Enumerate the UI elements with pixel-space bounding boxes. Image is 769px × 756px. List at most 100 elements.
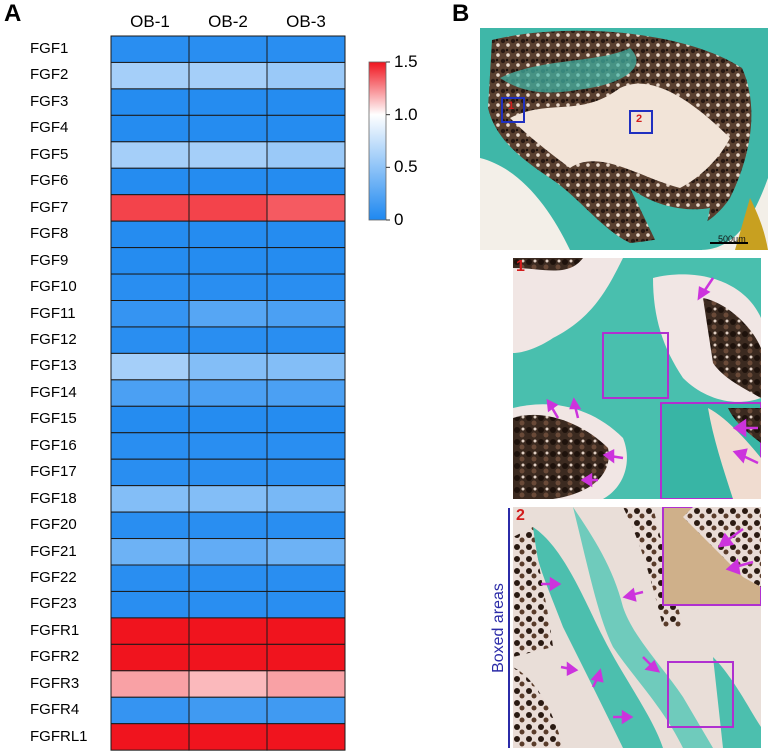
row-label-FGF18: FGF18 (30, 489, 77, 507)
heatmap-cell-FGF2-OB-1 (110, 61, 190, 90)
heatmap-cell-FGF11-OB-3 (266, 300, 346, 328)
heatmap-cell-FGFR4-OB-3 (266, 696, 346, 725)
row-label-FGF15: FGF15 (30, 410, 77, 428)
overview-box-number-2: 2 (636, 113, 643, 125)
heatmap-cell-FGF5-OB-2 (188, 141, 268, 169)
heatmap-cell-FGF22-OB-3 (266, 564, 346, 592)
heatmap-cell-FGF1-OB-2 (188, 35, 268, 63)
heatmap-cell-FGF15-OB-3 (266, 405, 346, 434)
column-label-OB-2: OB-2 (208, 12, 248, 31)
colorbar-tick-label: 1.5 (394, 52, 418, 71)
row-label-FGF12: FGF12 (30, 330, 77, 348)
heatmap-cell-FGF6-OB-3 (266, 167, 346, 196)
heatmap-cell-FGFR2-OB-2 (188, 643, 268, 672)
heatmap-cell-FGF2-OB-2 (188, 61, 268, 90)
row-label-FGF10: FGF10 (30, 278, 77, 296)
colorbar-tick-label: 0.5 (394, 157, 418, 177)
heatmap-cell-FGF20-OB-1 (110, 511, 190, 540)
heatmap-cell-FGF18-OB-2 (188, 485, 268, 513)
heatmap-cell-FGF9-OB-3 (266, 247, 346, 275)
heatmap-cell-FGF22-OB-2 (188, 564, 268, 592)
heatmap-cell-FGF16-OB-3 (266, 432, 346, 460)
boxed-areas-bracket-line (508, 508, 510, 748)
heatmap-cell-FGF10-OB-3 (266, 273, 346, 301)
column-label-OB-3: OB-3 (286, 12, 326, 31)
heatmap-cell-FGF1-OB-3 (266, 35, 346, 63)
row-label-FGFR4: FGFR4 (30, 701, 80, 719)
boxed-area-2-image (513, 507, 761, 748)
heatmap-cell-FGF4-OB-2 (188, 114, 268, 143)
row-label-FGF20: FGF20 (30, 516, 77, 534)
row-label-FGF11: FGF11 (30, 304, 76, 322)
row-label-FGF14: FGF14 (30, 383, 77, 401)
row-label-FGF23: FGF23 (30, 595, 77, 613)
row-label-FGF3: FGF3 (30, 92, 69, 110)
column-label-OB-1: OB-1 (130, 12, 170, 31)
row-label-FGF21: FGF21 (30, 542, 77, 560)
heatmap-cell-FGF13-OB-2 (188, 352, 268, 381)
row-label-FGFR1: FGFR1 (30, 621, 80, 639)
boxed-area-1-image (513, 258, 761, 499)
heatmap-cell-FGF16-OB-1 (110, 432, 190, 460)
heatmap-cell-FGFR2-OB-1 (110, 643, 190, 672)
heatmap-cell-FGFRL1-OB-3 (266, 723, 346, 751)
histology-overview-image (480, 28, 768, 250)
row-label-FGF1: FGF1 (30, 40, 69, 57)
heatmap-cell-FGF7-OB-3 (266, 194, 346, 222)
row-label-FGF2: FGF2 (30, 66, 69, 84)
heatmap-cell-FGF4-OB-1 (110, 114, 190, 143)
row-label-FGF13: FGF13 (30, 357, 77, 375)
row-label-FGFR2: FGFR2 (30, 648, 80, 666)
row-label-FGF4: FGF4 (30, 119, 69, 137)
heatmap-cell-FGF12-OB-3 (266, 326, 346, 354)
heatmap-cell-FGFR3-OB-3 (266, 670, 346, 698)
row-label-FGF7: FGF7 (30, 198, 69, 216)
heatmap-cell-FGF17-OB-1 (110, 458, 190, 487)
panel-letter-b: B (452, 0, 470, 27)
scale-bar-label: 500μm (718, 234, 746, 244)
row-label-FGFR3: FGFR3 (30, 674, 80, 692)
colorbar-tick-label: 1.0 (394, 104, 418, 124)
boxed-areas-label: Boxed areas (490, 583, 507, 673)
heatmap-cell-FGF7-OB-2 (188, 194, 268, 222)
colorbar-tick-label: 0 (394, 210, 404, 229)
heatmap-cell-FGFR1-OB-3 (266, 617, 346, 645)
heatmap-cell-FGF4-OB-3 (266, 114, 346, 143)
row-label-FGF6: FGF6 (30, 172, 69, 190)
row-label-FGF5: FGF5 (30, 145, 69, 163)
panel-letter-a: A (4, 0, 22, 27)
boxed-area-number-2: 2 (516, 507, 525, 524)
row-label-FGF17: FGF17 (30, 463, 77, 481)
heatmap-cell-FGFRL1-OB-1 (110, 723, 190, 751)
heatmap-cell-FGF23-OB-2 (188, 590, 268, 619)
heatmap-cell-FGF15-OB-1 (110, 405, 190, 434)
heatmap-cell-FGFR3-OB-2 (188, 670, 268, 698)
row-label-FGF22: FGF22 (30, 569, 77, 586)
heatmap-cell-FGF10-OB-1 (110, 273, 190, 301)
heatmap-cell-FGF3-OB-2 (188, 88, 268, 116)
heatmap-cell-FGF8-OB-2 (188, 220, 268, 249)
heatmap-cell-FGF13-OB-3 (266, 352, 346, 381)
heatmap-cell-FGF22-OB-1 (110, 564, 190, 592)
heatmap-cell-FGF18-OB-1 (110, 485, 190, 513)
heatmap-cell-FGF14-OB-2 (188, 379, 268, 407)
heatmap-cell-FGF15-OB-2 (188, 405, 268, 434)
heatmap-cell-FGF10-OB-2 (188, 273, 268, 301)
heatmap-cell-FGF17-OB-3 (266, 458, 346, 487)
heatmap-cell-FGF20-OB-3 (266, 511, 346, 540)
row-label-FGF8: FGF8 (30, 225, 69, 243)
row-label-FGF9: FGF9 (30, 251, 69, 269)
row-label-FGF16: FGF16 (30, 436, 77, 454)
heatmap-cell-FGFR1-OB-2 (188, 617, 268, 645)
heatmap-cell-FGF7-OB-1 (110, 194, 190, 222)
heatmap-cell-FGF6-OB-2 (188, 167, 268, 196)
heatmap-cell-FGF20-OB-2 (188, 511, 268, 540)
heatmap-cell-FGF12-OB-1 (110, 326, 190, 354)
heatmap-cell-FGF18-OB-3 (266, 485, 346, 513)
boxed-area-number-1: 1 (516, 258, 525, 275)
heatmap-cell-FGF8-OB-3 (266, 220, 346, 249)
colorbar-gradient (368, 61, 387, 221)
heatmap-cell-FGF5-OB-3 (266, 141, 346, 169)
